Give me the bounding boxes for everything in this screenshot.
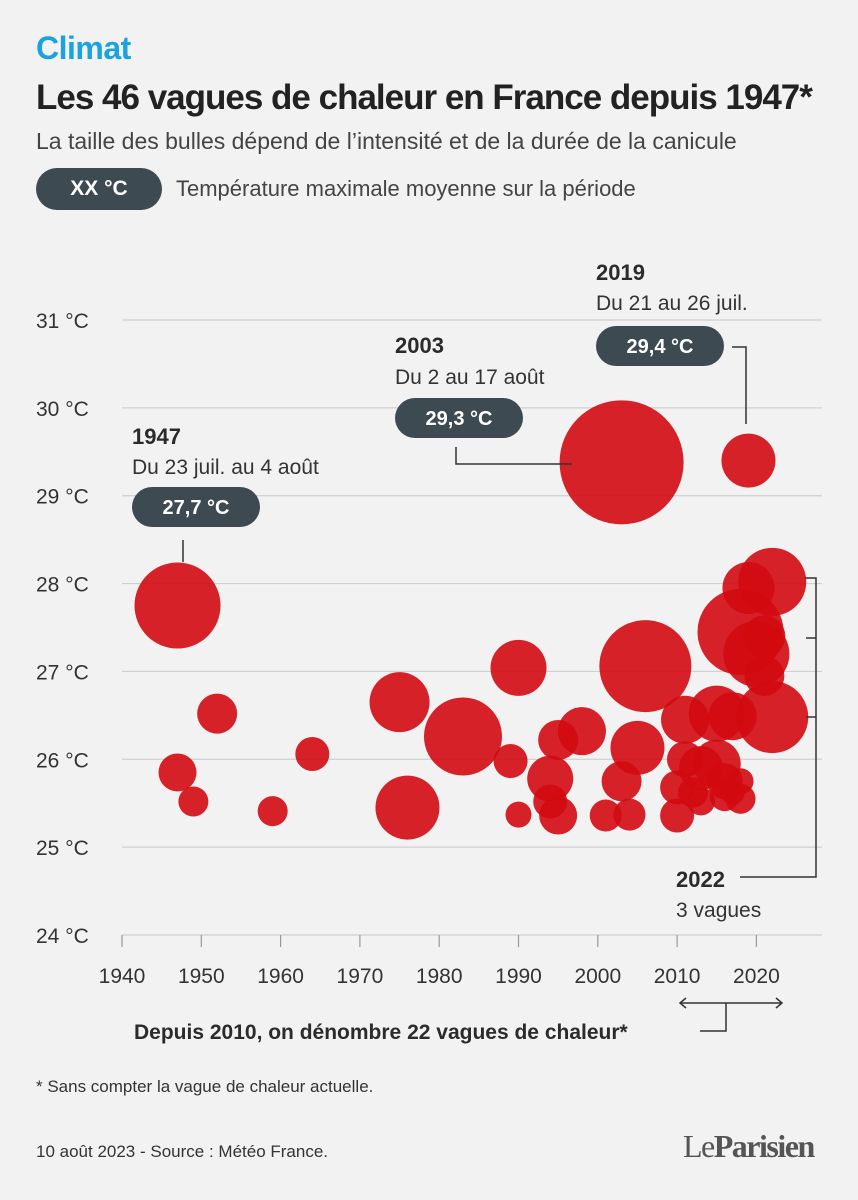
bubble <box>257 796 288 827</box>
le-parisien-logo: LeParisien <box>683 1128 815 1165</box>
bubble <box>533 784 568 819</box>
legend-text: Température maximale moyenne sur la péri… <box>176 176 636 201</box>
range-note: Depuis 2010, on dénombre 22 vagues de ch… <box>134 1021 629 1044</box>
annotation-2003-value: 29,3 °C <box>426 408 493 430</box>
annotation-2019-year: 2019 <box>596 260 645 285</box>
bubble <box>197 693 238 734</box>
annotation-1947-pill <box>132 487 260 527</box>
annotations: 1947 Du 23 juil. au 4 août 27,7 °C 2003 … <box>132 260 817 1044</box>
bubble <box>493 744 528 779</box>
bubble <box>490 639 547 696</box>
y-tick-label: 26 °C <box>36 749 89 772</box>
annotation-2003-pill <box>395 398 523 438</box>
x-tick-label: 2000 <box>574 965 621 988</box>
annotation-1947-value: 27,7 °C <box>163 497 230 519</box>
bubble <box>661 695 710 744</box>
bubble-chart: 24 °C 25 °C 26 °C 27 °C 28 °C 29 °C 30 °C 31 °C… <box>36 260 822 1044</box>
bubble <box>613 798 646 831</box>
bubble <box>589 799 622 832</box>
bubble <box>667 741 704 778</box>
bubble <box>295 737 330 772</box>
annotation-1947-period: Du 23 juil. au 4 août <box>132 456 319 479</box>
x-tick-label: 1980 <box>416 965 463 988</box>
bubble <box>559 400 684 525</box>
y-tick-label: 27 °C <box>36 661 89 684</box>
leader-2019 <box>732 346 747 424</box>
bubble <box>505 801 532 828</box>
logo-parisien: Parisien <box>713 1128 815 1164</box>
bubble <box>538 719 579 760</box>
bubble <box>736 681 809 754</box>
bubble <box>375 775 440 840</box>
bubble <box>720 780 745 805</box>
leader-2003 <box>455 447 572 465</box>
y-tick-label: 30 °C <box>36 398 89 421</box>
range-arrow-left-head <box>678 997 687 1009</box>
subtitle: La taille des bulles dépend de l’intensi… <box>36 128 737 154</box>
x-tick-label: 1990 <box>495 965 542 988</box>
x-tick-label: 1940 <box>99 965 146 988</box>
kicker: Climat <box>36 30 131 66</box>
annotation-2019-pill <box>596 326 724 366</box>
bubble <box>708 692 757 741</box>
y-tick-label: 24 °C <box>36 925 89 948</box>
y-tick-label: 25 °C <box>36 837 89 860</box>
annotation-2003-period: Du 2 au 17 août <box>395 366 545 389</box>
x-tick-label: 1960 <box>257 965 304 988</box>
bubble <box>599 620 692 713</box>
range-connector <box>700 1003 727 1032</box>
page-title: Les 46 vagues de chaleur en France depui… <box>36 78 813 117</box>
bubble <box>744 655 785 696</box>
bubble <box>601 761 642 802</box>
x-tick-label: 2020 <box>733 965 780 988</box>
x-tick-label: 1970 <box>337 965 384 988</box>
bubble <box>158 753 197 792</box>
y-tick-label: 29 °C <box>36 486 89 509</box>
bubble <box>660 798 695 833</box>
bubble <box>721 433 776 488</box>
bubble <box>610 720 665 775</box>
annotation-1947-year: 1947 <box>132 424 181 449</box>
footnote: * Sans compter la vague de chaleur actue… <box>36 1077 374 1096</box>
annotation-2022-period: 3 vagues <box>676 899 761 922</box>
legend-pill: XX °C <box>36 168 162 210</box>
bubble <box>743 615 786 658</box>
annotation-2003-year: 2003 <box>395 333 444 358</box>
annotation-2019-period: Du 21 au 26 juil. <box>596 292 748 315</box>
bubble <box>686 787 715 816</box>
bubble <box>178 786 209 817</box>
bubble <box>722 561 775 614</box>
logo-le: Le <box>683 1128 715 1164</box>
range-arrow-right-head <box>775 997 784 1009</box>
bubble <box>134 562 221 649</box>
annotation-2022-year: 2022 <box>676 867 725 892</box>
bubbles <box>134 400 809 840</box>
bracket-2022 <box>740 577 817 878</box>
bubble <box>369 672 430 733</box>
y-tick-label: 31 °C <box>36 310 89 333</box>
x-tick-label: 1950 <box>178 965 225 988</box>
bubble <box>423 697 502 776</box>
y-tick-label: 28 °C <box>36 574 89 597</box>
annotation-2019-value: 29,4 °C <box>627 336 694 358</box>
source-line: 10 août 2023 - Source : Météo France. <box>36 1142 329 1161</box>
x-tick-label: 2010 <box>654 965 701 988</box>
